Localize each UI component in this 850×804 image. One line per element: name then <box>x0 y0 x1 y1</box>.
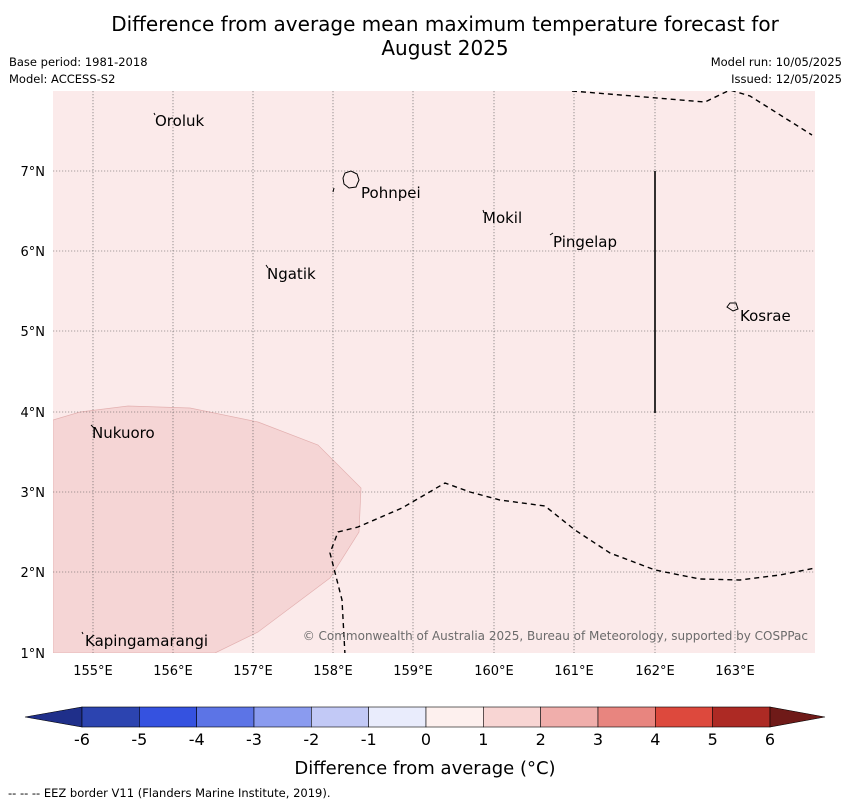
lat-tick: 5°N <box>21 325 46 340</box>
label-kosrae: Kosrae <box>740 307 791 325</box>
colorbar-tick-label: 0 <box>421 730 431 749</box>
colorbar-segment <box>597 706 656 728</box>
colorbar-tick-label: -4 <box>189 730 205 749</box>
lon-tick: 159°E <box>393 664 433 679</box>
pohnpei-island <box>342 170 360 189</box>
copyright-text: © Commonwealth of Australia 2025, Bureau… <box>303 629 808 643</box>
colorbar-extend-low <box>24 706 83 728</box>
issued-date: Issued: 12/05/2025 <box>731 72 842 86</box>
colorbar-segment <box>139 706 197 728</box>
colorbar-tick-label: 5 <box>708 730 718 749</box>
label-pingelap: Pingelap <box>553 233 617 251</box>
lat-tick: 2°N <box>21 566 46 581</box>
lat-tick: 6°N <box>21 245 46 260</box>
title-line-2: August 2025 <box>381 36 509 60</box>
label-mokil: Mokil <box>483 209 522 227</box>
lon-tick: 158°E <box>313 664 353 679</box>
colorbar-tick-label: 3 <box>593 730 603 749</box>
anomaly-region <box>53 405 362 653</box>
colorbar-segment <box>712 706 771 728</box>
lon-tick: 155°E <box>73 664 113 679</box>
colorbar-segment <box>425 706 484 728</box>
lon-tick: 156°E <box>153 664 193 679</box>
colorbar-tick-label: -3 <box>246 730 262 749</box>
colorbar-segment <box>483 706 541 728</box>
model-name: Model: ACCESS-S2 <box>9 72 116 86</box>
lon-tick: 161°E <box>554 664 594 679</box>
lon-tick: 157°E <box>233 664 273 679</box>
lat-tick: 7°N <box>21 165 46 180</box>
pohnpei-islet <box>332 187 335 193</box>
meta-left: Base period: 1981-2018 Model: ACCESS-S2 <box>9 54 148 88</box>
label-ngatik: Ngatik <box>267 265 316 283</box>
colorbar-segment <box>368 706 427 728</box>
map-title: Difference from average mean maximum tem… <box>60 12 830 60</box>
lat-tick: 3°N <box>21 486 46 501</box>
colorbar-tick-label: 2 <box>536 730 546 749</box>
colorbar-tick-label: -2 <box>303 730 319 749</box>
colorbar-segment <box>196 706 255 728</box>
colorbar-segment <box>540 706 599 728</box>
model-run: Model run: 10/05/2025 <box>710 55 842 69</box>
colorbar-segment <box>81 706 140 728</box>
colorbar <box>24 706 826 728</box>
lat-tick: 4°N <box>21 406 46 421</box>
colorbar-segment <box>253 706 312 728</box>
meta-right: Model run: 10/05/2025 Issued: 12/05/2025 <box>711 54 842 88</box>
colorbar-tick-label: -5 <box>131 730 147 749</box>
colorbar-segment <box>311 706 369 728</box>
colorbar-label: Difference from average (°C) <box>294 758 555 779</box>
colorbar-extend-high <box>769 706 826 728</box>
label-pohnpei: Pohnpei <box>361 184 421 202</box>
colorbar-tick-label: -6 <box>74 730 90 749</box>
colorbar-segment <box>655 706 713 728</box>
colorbar-ticks: -6 -5 -4 -3 -2 -1 0 1 2 3 4 5 6 <box>74 730 775 749</box>
kosrae-island <box>726 302 739 312</box>
title-line-1: Difference from average mean maximum tem… <box>111 12 779 36</box>
lon-tick: 163°E <box>715 664 755 679</box>
label-oroluk: Oroluk <box>155 112 204 130</box>
eez-border <box>329 91 815 653</box>
label-nukuoro: Nukuoro <box>92 424 155 442</box>
colorbar-tick-label: 4 <box>650 730 660 749</box>
lat-tick: 1°N <box>21 647 46 662</box>
atoll-marks <box>81 112 554 635</box>
lon-tick: 162°E <box>635 664 675 679</box>
base-period: Base period: 1981-2018 <box>9 55 148 69</box>
colorbar-tick-label: -1 <box>361 730 377 749</box>
footer-note: -- -- -- EEZ border V11 (Flanders Marine… <box>8 786 331 800</box>
label-kapingamarangi: Kapingamarangi <box>85 632 208 650</box>
colorbar-tick-label: 1 <box>478 730 488 749</box>
colorbar-tick-label: 6 <box>765 730 775 749</box>
lon-tick: 160°E <box>474 664 514 679</box>
